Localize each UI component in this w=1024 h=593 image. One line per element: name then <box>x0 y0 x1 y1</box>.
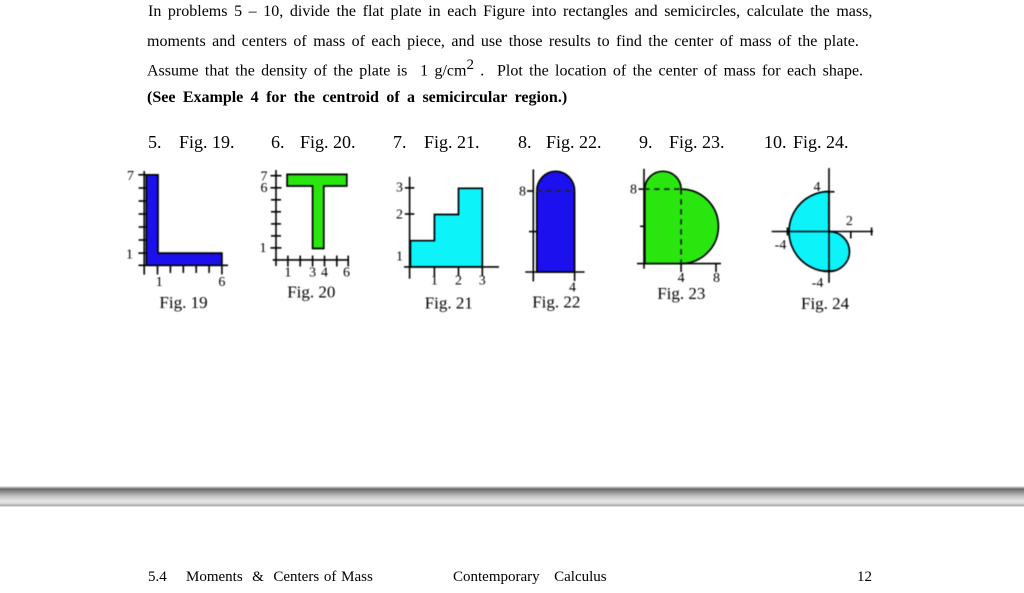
svg-text:1: 1 <box>126 247 133 262</box>
svg-text:1: 1 <box>284 266 291 281</box>
svg-text:Fig. 24: Fig. 24 <box>801 294 850 313</box>
svg-text:6: 6 <box>343 266 350 281</box>
svg-text:1: 1 <box>260 241 267 256</box>
svg-text:1: 1 <box>396 249 403 264</box>
svg-text:2: 2 <box>396 208 403 223</box>
svg-text:7: 7 <box>261 169 268 184</box>
svg-text:Fig. 20: Fig. 20 <box>287 283 335 302</box>
svg-text:Fig. 19: Fig. 19 <box>159 293 207 312</box>
svg-text:4: 4 <box>569 280 576 295</box>
svg-text:7: 7 <box>127 169 134 184</box>
svg-text:-4: -4 <box>812 276 824 291</box>
svg-text:4: 4 <box>678 271 685 286</box>
svg-text:1: 1 <box>431 274 438 289</box>
svg-text:6: 6 <box>218 275 225 290</box>
svg-text:2: 2 <box>455 274 462 289</box>
svg-text:3: 3 <box>396 181 403 196</box>
svg-text:Fig. 23: Fig. 23 <box>657 284 705 303</box>
svg-text:3: 3 <box>309 266 316 281</box>
svg-text:4: 4 <box>814 180 821 195</box>
svg-text:6: 6 <box>261 181 268 196</box>
svg-text:4: 4 <box>321 266 328 281</box>
svg-text:8: 8 <box>630 183 637 198</box>
svg-text:3: 3 <box>479 274 486 289</box>
svg-text:1: 1 <box>156 275 163 290</box>
svg-text:-4: -4 <box>775 238 787 253</box>
svg-text:Fig. 22: Fig. 22 <box>532 293 580 312</box>
svg-text:8: 8 <box>519 185 526 200</box>
svg-text:Fig. 21: Fig. 21 <box>425 293 473 312</box>
svg-text:8: 8 <box>713 271 720 286</box>
svg-text:2: 2 <box>846 214 853 229</box>
